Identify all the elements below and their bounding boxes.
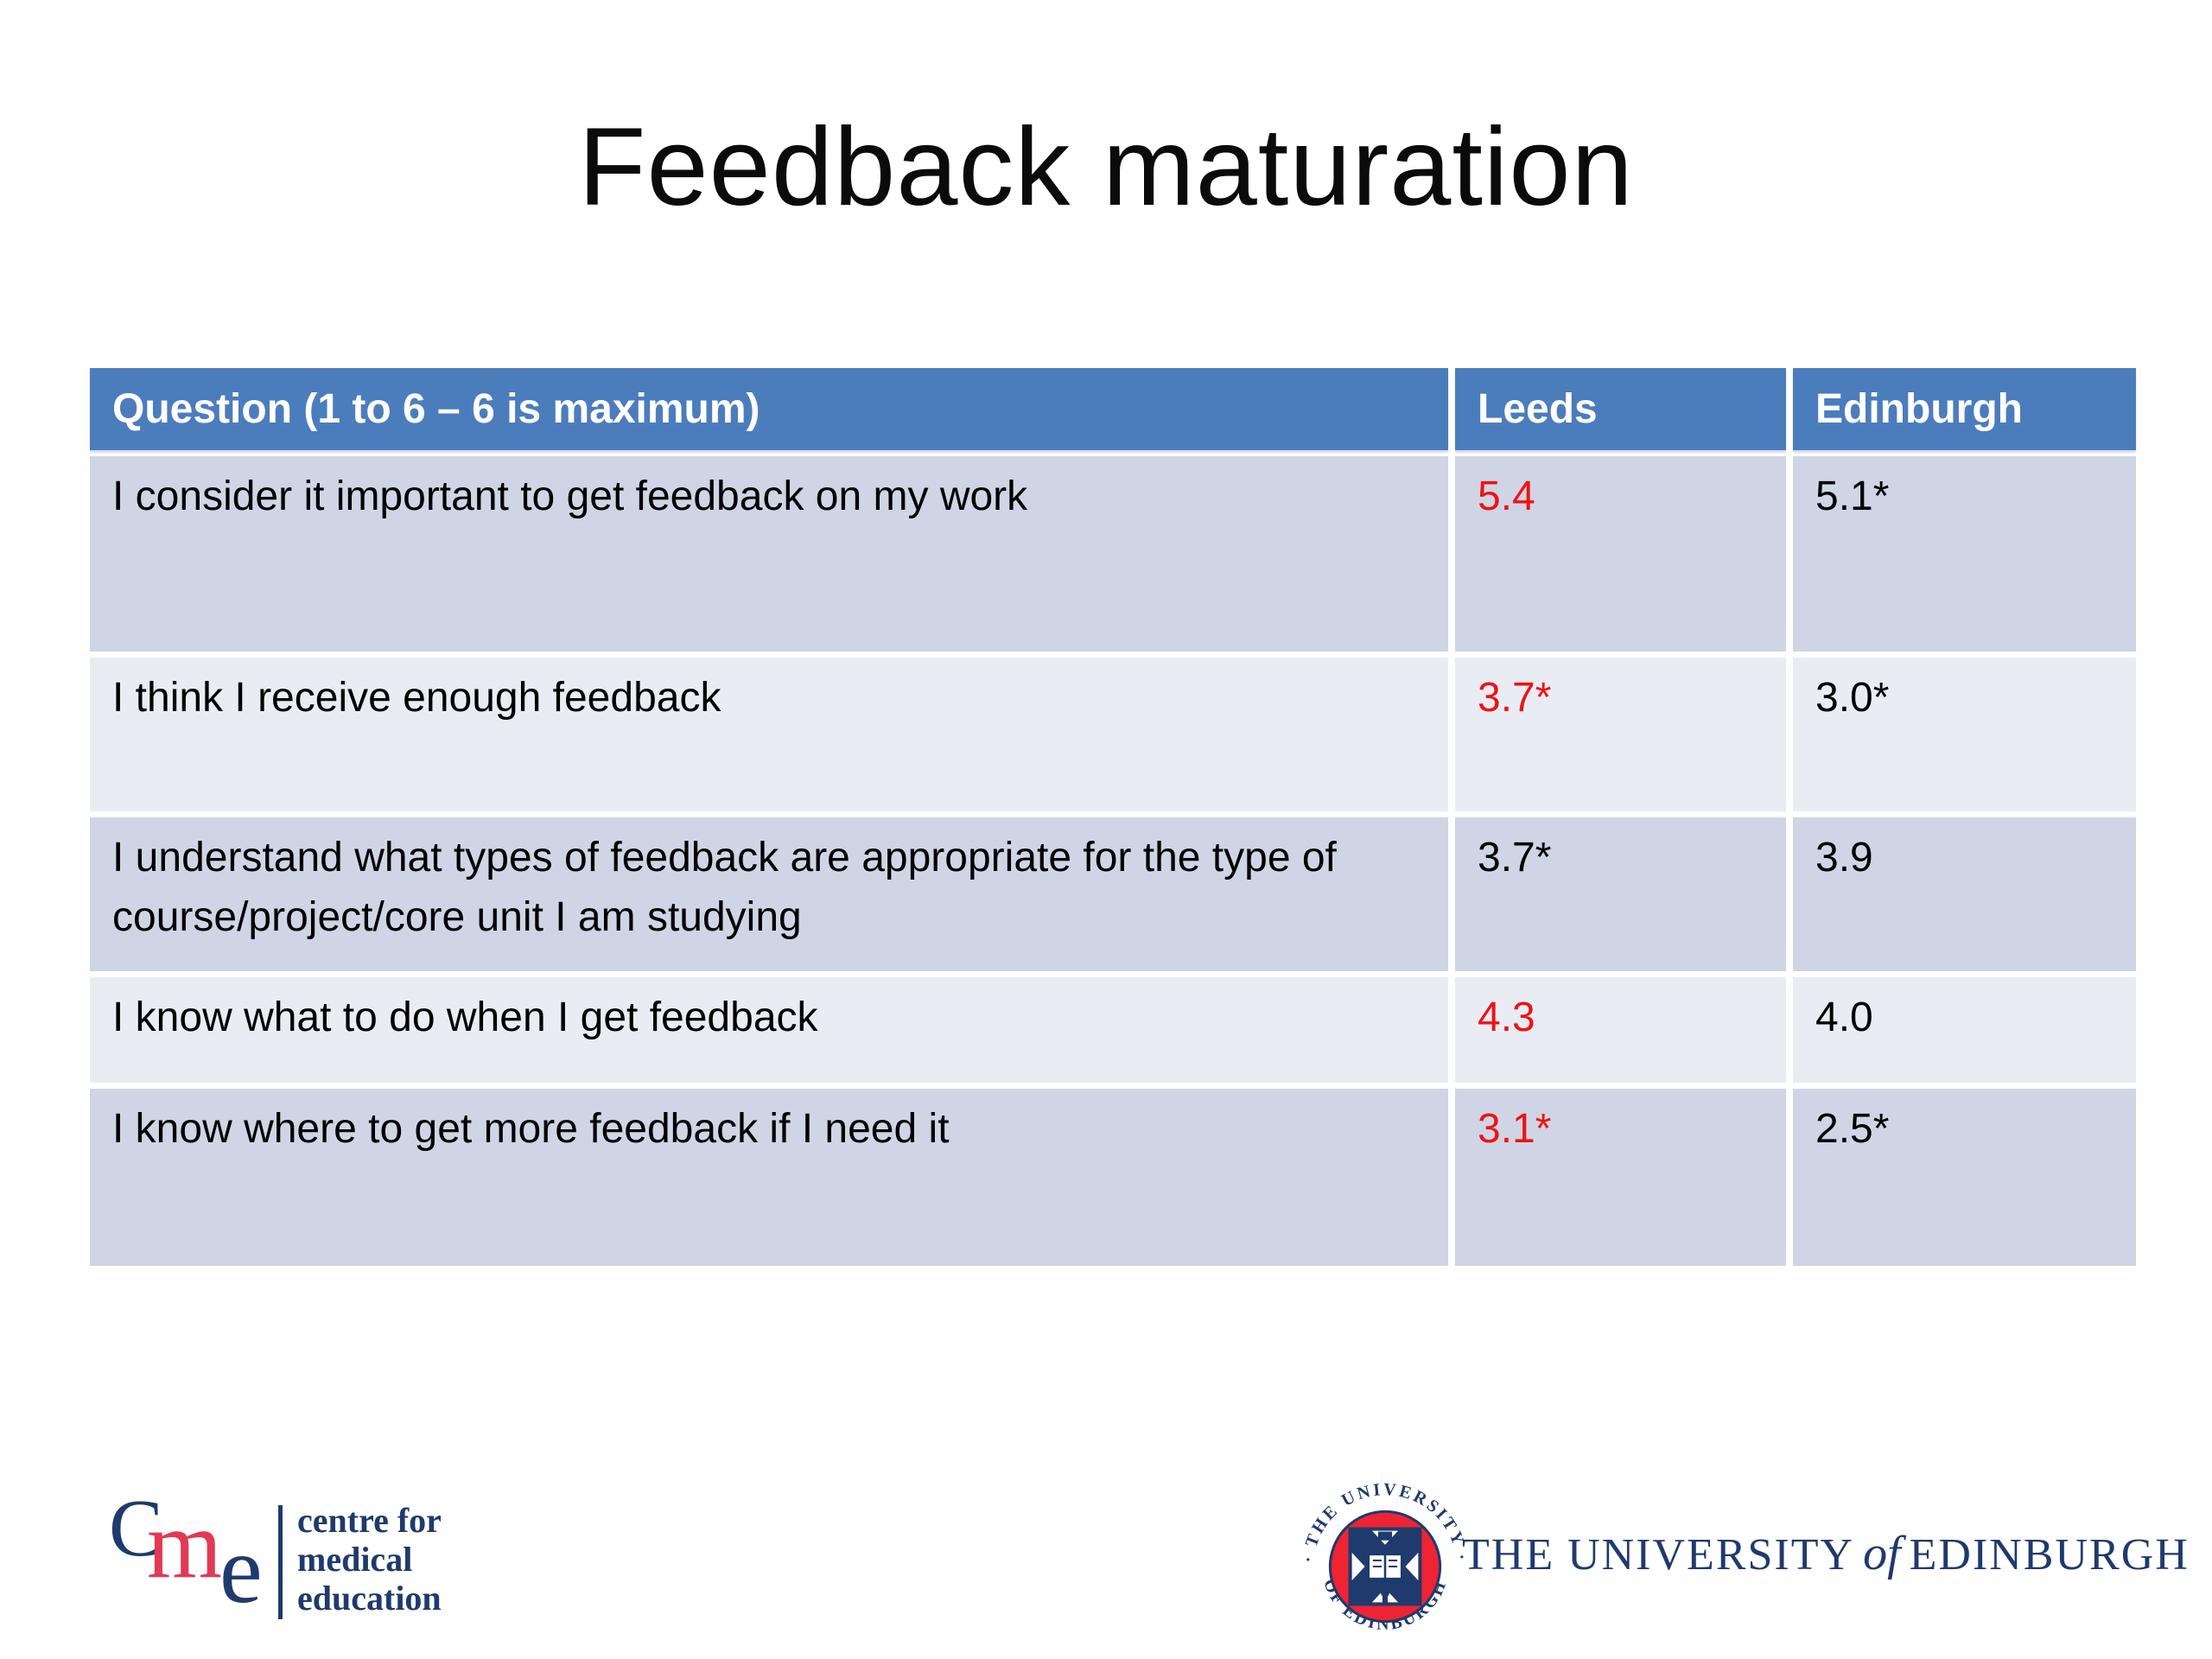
cme-letter-e: e [219,1516,263,1624]
cme-line-3: education [297,1578,442,1618]
question-cell: I consider it important to get feedback … [90,456,1448,652]
column-header-leeds: Leeds [1455,368,1786,450]
column-header-question: Question (1 to 6 – 6 is maximum) [90,368,1448,450]
wordmark-the-university: THE UNIVERSITY [1462,1530,1855,1580]
wordmark-of: of [1863,1527,1901,1580]
question-cell: I understand what types of feedback are … [90,817,1448,971]
seal-book [1367,1553,1403,1580]
column-header-edinburgh: Edinburgh [1793,368,2136,450]
feedback-comparison-table: Question (1 to 6 – 6 is maximum) Leeds E… [90,368,2150,1266]
seal-thistle [1380,1588,1390,1598]
leeds-value-cell: 3.7* [1455,817,1786,971]
cme-line-1: centre for [297,1501,442,1540]
seal-thistle-stem [1382,1596,1389,1605]
cme-letter-m: m [147,1491,223,1599]
edinburgh-value-cell: 4.0 [1793,977,2136,1083]
edinburgh-value-cell: 3.9 [1793,817,2136,971]
leeds-value-cell: 3.1* [1455,1089,1786,1266]
edinburgh-value-cell: 3.0* [1793,658,2136,811]
slide-title: Feedback maturation [578,105,1634,229]
edinburgh-value-cell: 5.1* [1793,456,2136,652]
wordmark-edinburgh: EDINBURGH [1909,1530,2190,1580]
question-cell: I know what to do when I get feedback [90,977,1448,1083]
cme-wordmark: centre for medical education [297,1501,442,1618]
cme-letter-c: C [109,1484,163,1573]
edinburgh-value-cell: 2.5* [1793,1089,2136,1266]
edinburgh-crest-icon: · THE UNIVERSITY · OF EDINBURGH [1299,1480,1471,1653]
leeds-value-cell: 3.7* [1455,658,1786,811]
cme-logo: C m e centre for medical education [109,1488,524,1652]
seal-castle [1377,1531,1393,1541]
leeds-value-cell: 5.4 [1455,456,1786,652]
question-cell: I think I receive enough feedback [90,658,1448,811]
cme-divider [278,1505,283,1619]
leeds-value-cell: 4.3 [1455,977,1786,1083]
question-cell: I know where to get more feedback if I n… [90,1089,1448,1266]
cme-line-2: medical [297,1539,413,1579]
edinburgh-wordmark: THE UNIVERSITY of EDINBURGH [1462,1526,2190,1581]
